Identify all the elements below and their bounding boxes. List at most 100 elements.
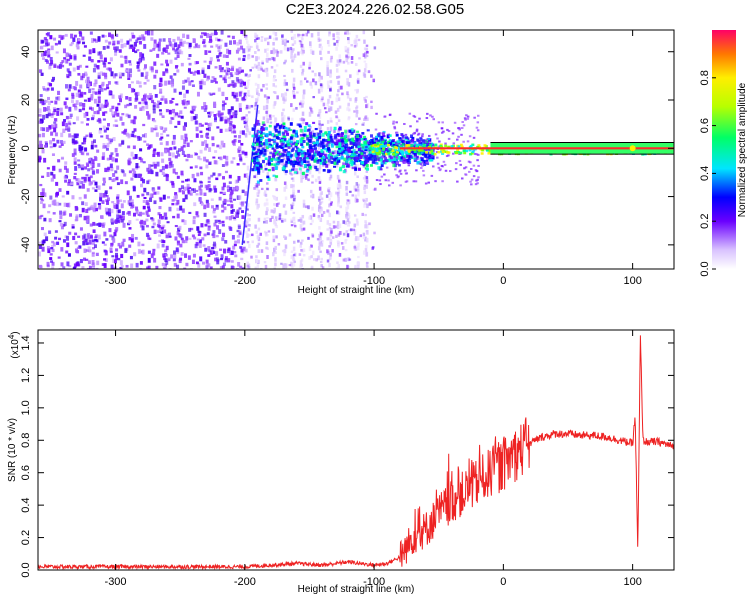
- heatmap-cell: [388, 114, 392, 117]
- heatmap-cell: [118, 245, 122, 249]
- y-tick-label: 0.4: [20, 497, 32, 512]
- heatmap-cell: [112, 124, 116, 127]
- heatmap-cell: [325, 194, 329, 198]
- heatmap-cell: [41, 40, 45, 44]
- heatmap-cell: [130, 87, 134, 93]
- heatmap-cell: [109, 234, 113, 238]
- heatmap-cell: [278, 127, 282, 131]
- heatmap-cell: [248, 217, 251, 221]
- heatmap-cell: [232, 157, 236, 160]
- heatmap-cell: [340, 155, 344, 160]
- heatmap-cell: [77, 235, 81, 238]
- heatmap-cell: [118, 143, 122, 147]
- heatmap-cell: [78, 38, 82, 43]
- heatmap-cell: [224, 240, 228, 244]
- heatmap-cell: [114, 170, 118, 174]
- colorbar-tick-label: 0.4: [699, 166, 711, 181]
- heatmap-cell: [318, 242, 321, 247]
- heatmap-cell: [205, 127, 209, 131]
- heatmap-cell: [401, 137, 405, 140]
- heatmap-cell: [265, 149, 269, 152]
- heatmap-cell: [238, 134, 242, 139]
- heatmap-cell: [260, 67, 263, 71]
- heatmap-cell: [325, 156, 329, 160]
- heatmap-cell: [112, 173, 116, 177]
- heatmap-cell: [328, 203, 331, 208]
- heatmap-cell: [202, 81, 206, 86]
- heatmap-cell: [237, 175, 241, 181]
- heatmap-cell: [363, 203, 366, 208]
- heatmap-cell: [211, 136, 215, 141]
- heatmap-cell: [266, 72, 269, 77]
- heatmap-cell: [346, 30, 349, 35]
- heatmap-cell: [215, 207, 219, 211]
- heatmap-cell: [326, 71, 329, 76]
- heatmap-cell: [224, 42, 228, 47]
- heatmap-cell: [307, 236, 310, 240]
- heatmap-cell: [234, 110, 238, 116]
- heatmap-cell: [330, 55, 333, 60]
- heatmap-cell: [165, 174, 169, 178]
- heatmap-cell: [145, 211, 149, 214]
- heatmap-cell: [70, 99, 74, 104]
- heatmap-cell: [162, 130, 166, 133]
- heatmap-cell: [152, 161, 156, 166]
- heatmap-cell: [281, 38, 285, 42]
- heatmap-cell: [136, 65, 140, 69]
- heatmap-cell: [211, 142, 215, 147]
- heatmap-cell: [114, 81, 118, 84]
- heatmap-cell: [265, 104, 269, 110]
- signal-band-cell: [374, 145, 378, 148]
- heatmap-cell: [318, 72, 321, 77]
- heatmap-cell: [215, 206, 219, 209]
- heatmap-cell: [158, 240, 162, 243]
- heatmap-cell: [38, 251, 42, 257]
- signal-band-cell: [469, 152, 473, 156]
- heatmap-cell: [255, 56, 258, 61]
- heatmap-cell: [362, 176, 366, 180]
- heatmap-cell: [229, 83, 233, 86]
- heatmap-cell: [292, 77, 296, 82]
- heatmap-cell: [258, 135, 262, 139]
- spectrogram-x-label: Height of straight line (km): [298, 285, 415, 296]
- heatmap-cell: [219, 39, 223, 42]
- heatmap-cell: [424, 182, 428, 185]
- heatmap-cell: [284, 149, 288, 152]
- heatmap-cell: [58, 40, 62, 45]
- heatmap-cell: [71, 92, 75, 96]
- heatmap-cell: [49, 253, 53, 256]
- heatmap-cell: [207, 180, 211, 183]
- heatmap-cell: [85, 134, 89, 137]
- heatmap-cell: [121, 215, 125, 221]
- heatmap-cell: [333, 165, 337, 168]
- heatmap-cell: [47, 50, 51, 55]
- heatmap-cell: [342, 60, 346, 64]
- heatmap-cell: [77, 89, 81, 93]
- heatmap-cell: [122, 238, 126, 242]
- heatmap-cell: [363, 140, 367, 145]
- heatmap-cell: [313, 153, 317, 157]
- heatmap-cell: [334, 225, 338, 229]
- heatmap-cell: [224, 116, 228, 120]
- heatmap-cell: [302, 157, 306, 161]
- heatmap-cell: [199, 256, 203, 262]
- heatmap-cell: [199, 166, 203, 170]
- heatmap-cell: [411, 141, 415, 144]
- heatmap-cell: [170, 101, 174, 104]
- heatmap-cell: [148, 237, 152, 241]
- heatmap-cell: [309, 189, 313, 194]
- heatmap-cell: [274, 85, 278, 88]
- heatmap-cell: [305, 32, 308, 37]
- heatmap-cell: [88, 239, 92, 245]
- heatmap-cell: [97, 234, 101, 240]
- heatmap-cell: [77, 163, 81, 166]
- heatmap-cell: [301, 171, 305, 176]
- heatmap-cell: [284, 170, 288, 173]
- heatmap-cell: [364, 247, 368, 253]
- heatmap-cell: [180, 62, 184, 67]
- heatmap-cell: [239, 82, 243, 88]
- heatmap-cell: [326, 249, 329, 254]
- heatmap-cell: [391, 161, 394, 164]
- heatmap-cell: [248, 131, 251, 136]
- heatmap-cell: [353, 245, 356, 249]
